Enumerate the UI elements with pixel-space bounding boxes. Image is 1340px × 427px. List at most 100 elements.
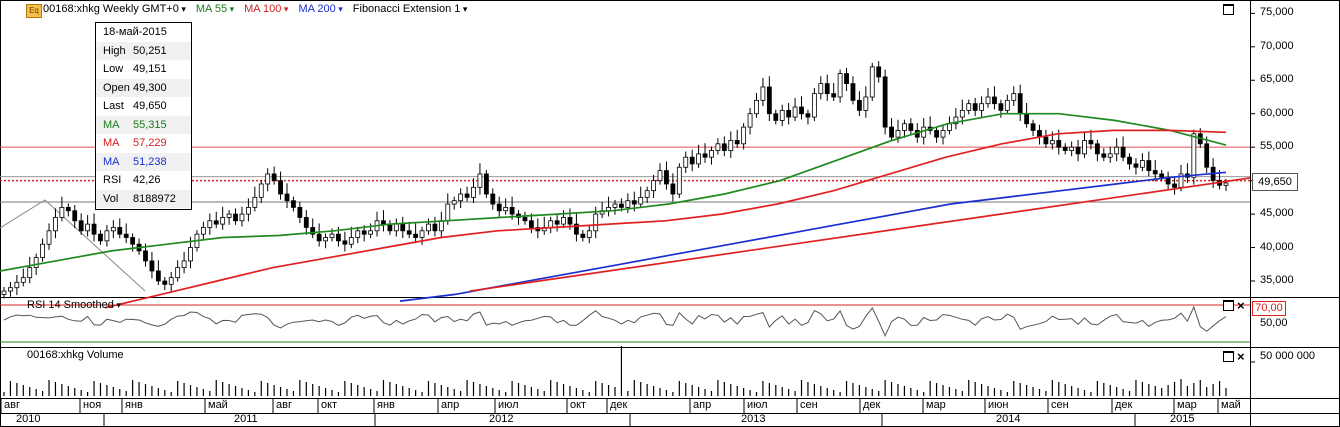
candle-body bbox=[1017, 93, 1023, 115]
candle-body bbox=[818, 83, 824, 95]
candle-body bbox=[805, 113, 811, 118]
fibonacci-trend-line bbox=[469, 177, 1251, 292]
candle-body bbox=[580, 233, 586, 238]
year-label: 2011 bbox=[234, 413, 258, 425]
candle-body bbox=[895, 130, 901, 138]
candle-body bbox=[1191, 133, 1197, 178]
info-key: Open bbox=[103, 81, 130, 94]
candle-body bbox=[799, 106, 804, 115]
candle-body bbox=[233, 213, 238, 222]
candle-body bbox=[8, 287, 13, 292]
candle-body bbox=[702, 153, 708, 158]
candle-body bbox=[207, 220, 213, 228]
candle-body bbox=[1011, 93, 1017, 101]
maximize-price-pane-icon[interactable] bbox=[1223, 4, 1234, 15]
equity-icon[interactable]: Eq bbox=[26, 4, 42, 18]
year-label: 2010 bbox=[16, 413, 41, 425]
candle-body bbox=[1088, 140, 1094, 145]
info-key: High bbox=[103, 44, 126, 57]
candle-body bbox=[1024, 113, 1030, 125]
candle-body bbox=[426, 223, 431, 232]
info-row: High 50,251 bbox=[96, 41, 191, 60]
info-value: 57,229 bbox=[133, 137, 167, 150]
month-label: авг bbox=[276, 399, 292, 411]
info-row: MA 55,315 bbox=[96, 115, 191, 134]
info-value: 42,26 bbox=[133, 174, 161, 187]
candle-body bbox=[876, 66, 882, 78]
candle-body bbox=[1056, 140, 1062, 148]
candle-body bbox=[406, 230, 412, 235]
candle-body bbox=[355, 230, 361, 238]
info-value: 8188972 bbox=[133, 192, 176, 205]
price-axis-label: 65,000 bbox=[1260, 73, 1294, 86]
candle-body bbox=[265, 173, 271, 185]
rsi-overbought-tag: 70,00 bbox=[1252, 301, 1286, 316]
month-label: июл bbox=[498, 399, 519, 411]
info-key: MA bbox=[103, 118, 120, 131]
info-key: Last bbox=[103, 100, 124, 113]
year-label: 2014 bbox=[996, 413, 1021, 425]
candle-body bbox=[754, 99, 759, 115]
candle-body bbox=[953, 116, 959, 125]
maximize-rsi-pane-icon[interactable] bbox=[1223, 300, 1234, 311]
ma55-legend[interactable]: MA 55 bbox=[196, 3, 234, 15]
month-label: июл bbox=[747, 399, 768, 411]
info-key: 18-май-2015 bbox=[103, 26, 167, 39]
candle-body bbox=[979, 103, 984, 111]
candle-body bbox=[863, 96, 869, 111]
candle-body bbox=[20, 277, 26, 283]
candle-body bbox=[1133, 163, 1139, 168]
candle-body bbox=[857, 99, 862, 111]
candle-body bbox=[689, 156, 695, 165]
price-axis-label: 60,000 bbox=[1260, 106, 1294, 119]
candle-body bbox=[1, 290, 7, 295]
month-label: май bbox=[208, 399, 228, 411]
candle-body bbox=[696, 153, 702, 165]
candle-body bbox=[393, 223, 399, 232]
ma100-line bbox=[104, 129, 1227, 309]
candle-body bbox=[14, 281, 20, 289]
candle-body bbox=[278, 180, 283, 195]
candle-body bbox=[1114, 146, 1120, 155]
candle-body bbox=[188, 247, 193, 262]
maximize-volume-pane-icon[interactable] bbox=[1223, 351, 1234, 362]
candle-body bbox=[271, 173, 277, 182]
candle-body bbox=[297, 206, 303, 218]
candle-body bbox=[445, 203, 451, 222]
candle-body bbox=[1101, 153, 1107, 158]
candle-body bbox=[220, 217, 226, 225]
candle-body bbox=[721, 143, 727, 151]
candle-body bbox=[844, 73, 849, 85]
candle-body bbox=[574, 223, 579, 235]
candle-body bbox=[130, 237, 136, 245]
candle-body bbox=[464, 193, 470, 198]
ma100-legend[interactable]: MA 100 bbox=[244, 3, 288, 15]
candle-body bbox=[972, 103, 978, 111]
candle-body bbox=[940, 130, 946, 138]
fibonacci-legend[interactable]: Fibonacci Extension 1 bbox=[353, 3, 468, 15]
info-row: RSI 42,26 bbox=[96, 171, 191, 190]
symbol-selector[interactable]: 00168:xhkg Weekly GMT+0 bbox=[43, 3, 186, 15]
close-volume-pane-icon[interactable]: × bbox=[1237, 349, 1245, 364]
candle-body bbox=[966, 103, 972, 111]
candle-body bbox=[451, 200, 457, 205]
ma200-legend[interactable]: MA 200 bbox=[298, 3, 342, 15]
last-price-tag: 49,650 bbox=[1252, 173, 1298, 191]
month-label: апр bbox=[693, 399, 712, 411]
month-label: мар bbox=[926, 399, 946, 411]
info-row: Open 49,300 bbox=[96, 78, 191, 97]
candle-body bbox=[554, 220, 560, 225]
rsi-pane-title[interactable]: RSI 14 Smoothed bbox=[27, 299, 121, 311]
candle-body bbox=[850, 83, 856, 101]
candle-body bbox=[766, 86, 772, 115]
candle-body bbox=[1094, 143, 1100, 155]
close-rsi-pane-icon[interactable]: × bbox=[1237, 298, 1245, 313]
price-axis-label: 35,000 bbox=[1260, 274, 1294, 286]
info-row: MA 51,238 bbox=[96, 152, 191, 171]
candle-body bbox=[741, 126, 747, 145]
ma55-line bbox=[0, 112, 1227, 272]
year-label: 2015 bbox=[1170, 413, 1195, 425]
fibonacci-construction-line bbox=[0, 199, 146, 292]
candle-body bbox=[959, 109, 965, 118]
